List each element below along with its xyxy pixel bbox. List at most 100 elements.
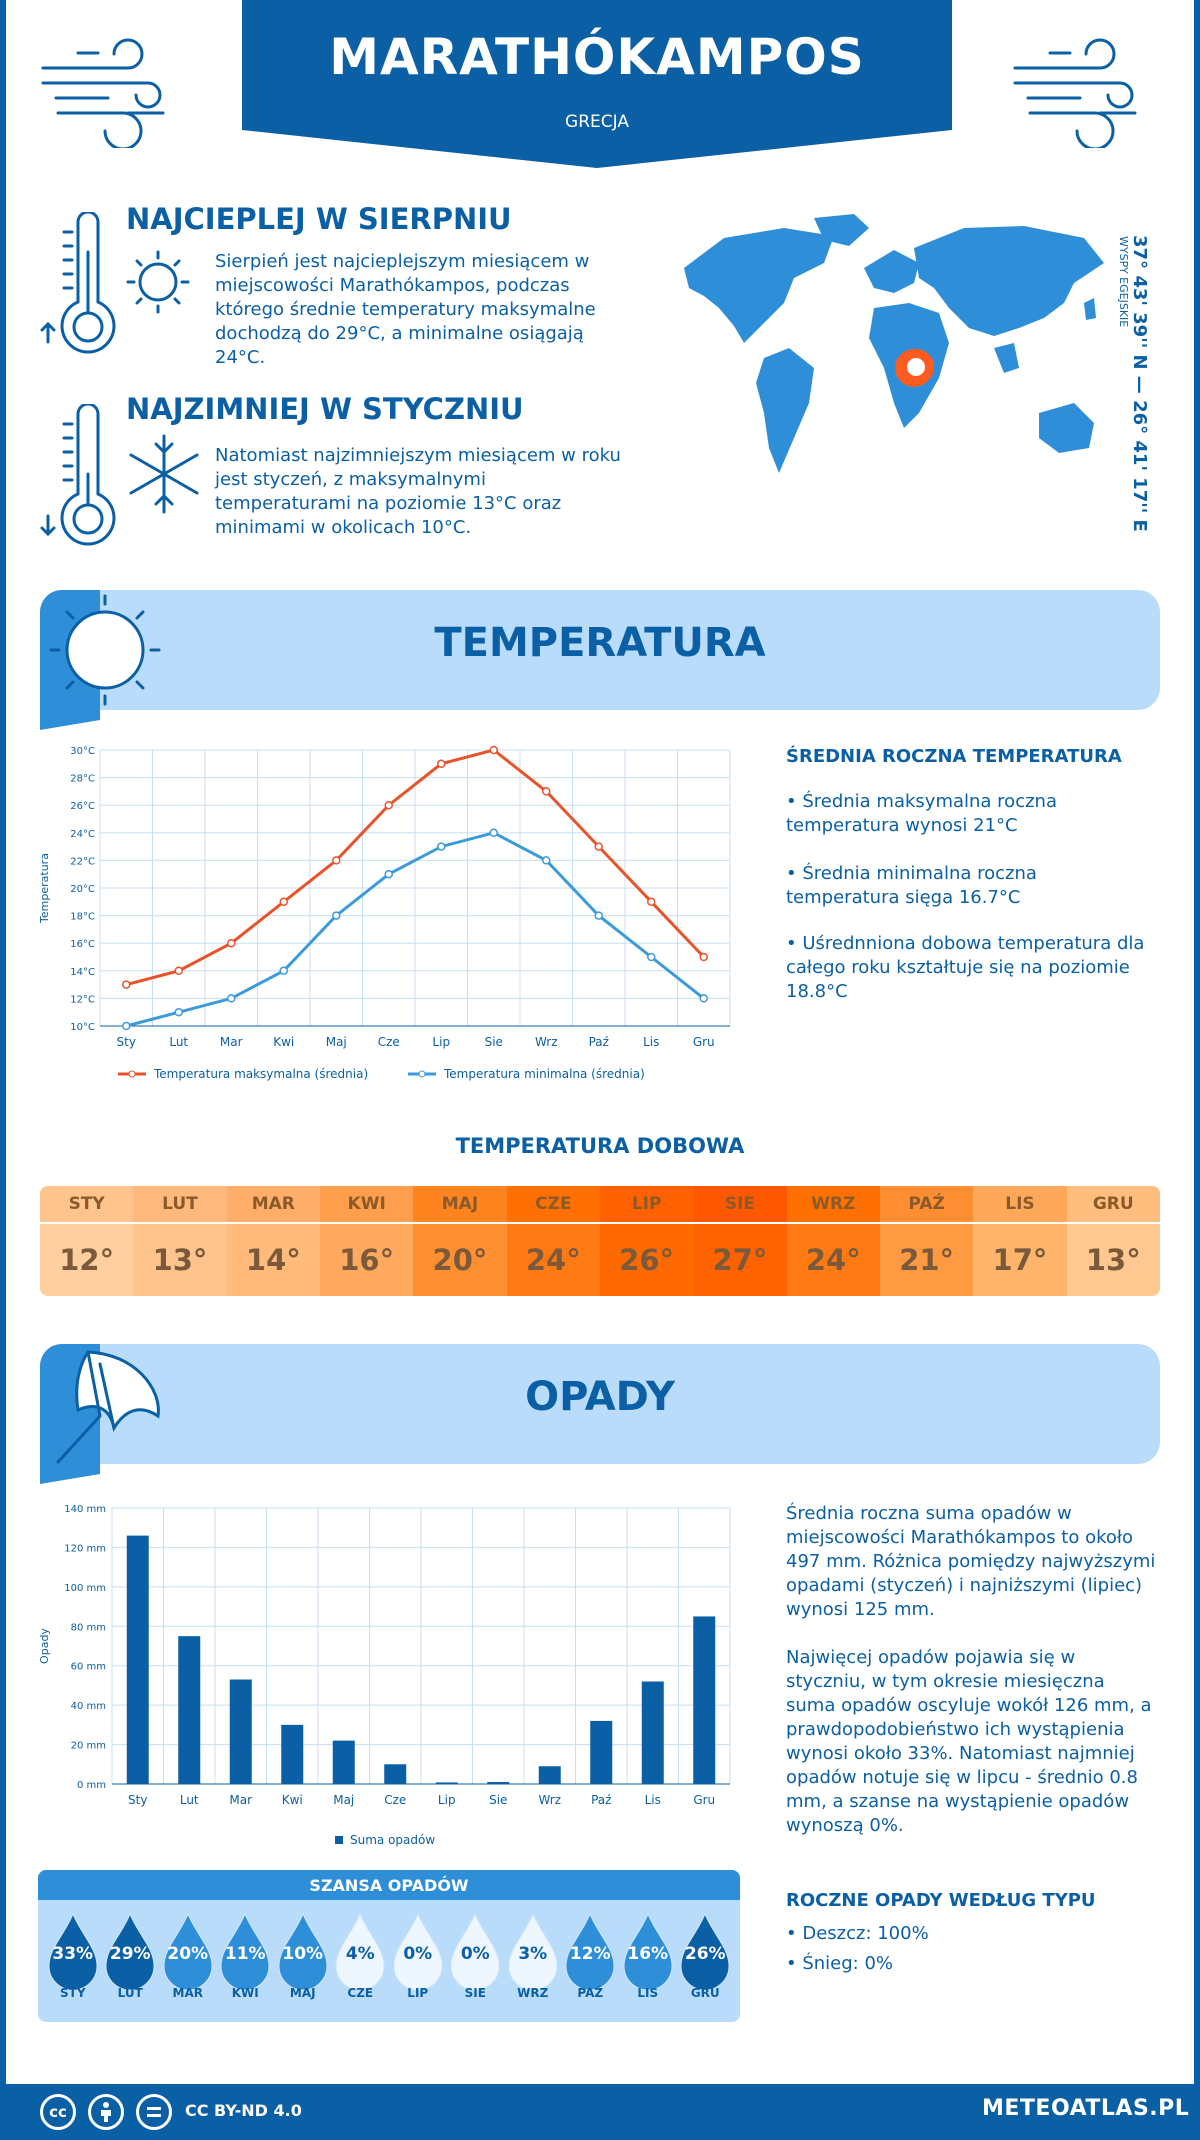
x-tick-label: Wrz bbox=[535, 1035, 558, 1049]
y-tick-label: 80 mm bbox=[71, 1622, 106, 1633]
daily-temp-value: 12° bbox=[59, 1243, 115, 1277]
min-temp-point bbox=[437, 842, 446, 851]
daily-temp-month: CZE bbox=[506, 1186, 600, 1224]
rain-chance-value: 20% bbox=[167, 1944, 209, 1964]
raindrop-icon bbox=[450, 1912, 500, 1991]
y-tick-label: 22°C bbox=[70, 856, 95, 867]
daily-temp-cell: WRZ 24° bbox=[786, 1186, 880, 1296]
daily-temp-cell: LUT 13° bbox=[133, 1186, 227, 1296]
rain-chance-value: 33% bbox=[52, 1944, 94, 1964]
x-tick-label: Paź bbox=[591, 1793, 611, 1807]
precip-text-1: Średnia roczna suma opadów w miejscowośc… bbox=[786, 1503, 1156, 1620]
rain-chance-month: MAR bbox=[172, 1986, 203, 2000]
y-tick-label: 60 mm bbox=[71, 1662, 106, 1673]
y-tick-label: 24°C bbox=[70, 829, 95, 840]
daily-temp-value: 21° bbox=[899, 1243, 955, 1277]
min-temp-point bbox=[332, 911, 341, 920]
precip-type-rain: • Deszcz: 100% bbox=[786, 1923, 929, 1944]
x-tick-label: Lut bbox=[180, 1793, 199, 1807]
y-tick-label: 100 mm bbox=[64, 1583, 106, 1594]
raindrop-icon bbox=[48, 1912, 98, 1991]
daily-temp-value: 17° bbox=[992, 1243, 1048, 1277]
legend-label: Temperatura minimalna (średnia) bbox=[443, 1067, 645, 1081]
rain-chance-item: 29% LUT bbox=[103, 1900, 157, 2000]
max-temp-point bbox=[437, 759, 446, 769]
rain-chance-title: SZANSA OPADÓW bbox=[38, 1870, 740, 1900]
x-tick-label: Lut bbox=[169, 1035, 188, 1049]
rain-chance-value: 3% bbox=[518, 1944, 548, 1964]
y-tick-label: 0 mm bbox=[77, 1780, 106, 1791]
temperature-title: TEMPERATURA bbox=[434, 620, 766, 666]
no-derivatives-icon bbox=[136, 2094, 172, 2130]
precip-bar bbox=[538, 1766, 561, 1784]
umbrella-icon bbox=[40, 1344, 160, 1484]
y-tick-label: 12°C bbox=[70, 994, 95, 1005]
site-link[interactable]: METEOATLAS.PL bbox=[982, 2096, 1190, 2121]
max-temp-point bbox=[699, 952, 708, 962]
rain-chance-panel: SZANSA OPADÓW 33% STY 29% LUT 20% MAR 11% KWI 10… bbox=[38, 1870, 740, 2022]
rain-chance-drops: 33% STY 29% LUT 20% MAR 11% KWI 10% MAJ 4% CZE 0% LIP… bbox=[38, 1900, 740, 2000]
daily-temp-month: LIP bbox=[599, 1186, 694, 1224]
daily-temp-cell: MAR 14° bbox=[226, 1186, 320, 1296]
rain-chance-item: 16% LIS bbox=[621, 1900, 675, 2000]
max-temp-point bbox=[489, 745, 498, 755]
attribution-icon bbox=[88, 2094, 124, 2130]
region-label: WYSPY EGEJSKIE bbox=[1117, 236, 1130, 328]
raindrop-icon bbox=[105, 1912, 155, 1991]
y-tick-label: 40 mm bbox=[71, 1701, 106, 1712]
rain-chance-month: MAJ bbox=[289, 1986, 316, 2000]
x-tick-label: Cze bbox=[384, 1793, 406, 1807]
temp-bullet-1: • Średnia maksymalna roczna temperatura … bbox=[786, 791, 1057, 836]
daily-temp-cell: LIP 26° bbox=[599, 1186, 694, 1296]
precip-type-title: ROCZNE OPADY WEDŁUG TYPU bbox=[786, 1890, 1096, 1911]
rain-chance-value: 0% bbox=[403, 1944, 433, 1964]
coldest-text: Natomiast najzimniejszym miesiącem w rok… bbox=[215, 445, 621, 538]
daily-temp-month: LUT bbox=[133, 1186, 227, 1224]
daily-temp-value: 24° bbox=[805, 1243, 861, 1277]
rain-chance-month: CZE bbox=[347, 1986, 374, 2000]
min-temp-point bbox=[227, 994, 236, 1003]
raindrop-icon bbox=[508, 1912, 558, 1991]
x-tick-label: Kwi bbox=[273, 1035, 294, 1049]
x-tick-label: Kwi bbox=[282, 1793, 303, 1807]
precip-band bbox=[40, 1344, 1160, 1464]
y-tick-label: 30°C bbox=[70, 746, 95, 757]
legend-label: Temperatura maksymalna (średnia) bbox=[153, 1067, 368, 1081]
min-temp-point bbox=[647, 952, 656, 962]
daily-temp-value: 24° bbox=[525, 1243, 581, 1277]
x-tick-label: Lip bbox=[438, 1793, 456, 1807]
max-temp-point bbox=[594, 842, 603, 851]
x-tick-label: Cze bbox=[378, 1035, 400, 1049]
page-subtitle: GRECJA bbox=[565, 112, 629, 132]
x-tick-label: Sty bbox=[128, 1793, 147, 1807]
daily-temp-cell: GRU 13° bbox=[1066, 1186, 1160, 1296]
license-label: CC BY-ND 4.0 bbox=[185, 2101, 302, 2120]
precip-bar bbox=[126, 1535, 149, 1784]
daily-temp-cell: CZE 24° bbox=[506, 1186, 600, 1296]
rain-chance-value: 12% bbox=[569, 1944, 611, 1964]
y-axis-label: Temperatura bbox=[38, 853, 51, 924]
rain-chance-item: 26% GRU bbox=[678, 1900, 732, 2000]
rain-chance-month: STY bbox=[59, 1986, 86, 2000]
rain-chance-month: GRU bbox=[690, 1986, 720, 2000]
legend-marker bbox=[128, 1070, 136, 1078]
min-temp-line bbox=[125, 831, 705, 1028]
daily-temp-month: KWI bbox=[319, 1186, 414, 1224]
min-temp-point bbox=[594, 911, 603, 920]
rain-chance-month: LIP bbox=[407, 1986, 429, 2000]
daily-temp-month: WRZ bbox=[786, 1186, 880, 1224]
x-tick-label: Mar bbox=[220, 1035, 243, 1049]
min-temp-point bbox=[384, 869, 393, 879]
y-axis-label: Opady bbox=[38, 1628, 51, 1664]
precipitation-chart: 0 mm 20 mm 40 mm 60 mm 80 mm 100 mm 120 mm 140 … bbox=[38, 1504, 731, 1847]
rain-chance-value: 11% bbox=[224, 1944, 266, 1964]
precip-bar bbox=[384, 1764, 407, 1784]
max-temp-point bbox=[542, 787, 551, 796]
daily-temp-value: 14° bbox=[245, 1243, 301, 1277]
world-map bbox=[684, 214, 1104, 473]
rain-chance-item: 10% MAJ bbox=[276, 1900, 330, 2000]
y-tick-label: 140 mm bbox=[64, 1504, 106, 1515]
x-tick-label: Sie bbox=[489, 1793, 507, 1807]
temp-bullet-2: • Średnia minimalna roczna temperatura s… bbox=[786, 863, 1037, 908]
precip-bar bbox=[487, 1782, 510, 1784]
